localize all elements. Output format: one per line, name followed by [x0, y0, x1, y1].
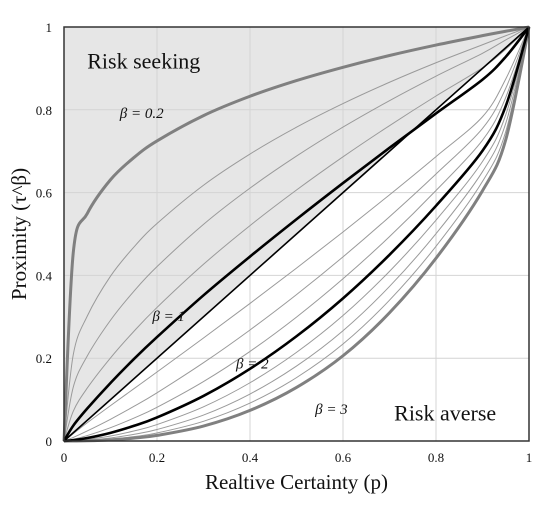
y-tick-labels: 0 0.2 0.4 0.6 0.8 1 [36, 20, 53, 449]
beta-label: β = 0.2 [119, 106, 164, 122]
beta-label: β = 1 [151, 309, 185, 325]
annotations: Risk seeking Risk averse β = 0.2 β = 1 β = 2… [87, 48, 496, 425]
curves [62, 25, 531, 443]
series-line-5 [63, 26, 530, 442]
beta-label: β = 2 [235, 357, 269, 373]
series-line-1 [63, 26, 530, 442]
series-line-2 [63, 26, 530, 442]
y-tick-label: 0 [46, 434, 53, 449]
x-tick-label: 0.2 [149, 450, 165, 465]
x-tick-label: 1 [526, 450, 533, 465]
series-line-7 [63, 26, 530, 442]
series-line-4 [62, 26, 531, 442]
region-label: Risk averse [394, 400, 496, 425]
y-tick-label: 0.2 [36, 351, 52, 366]
y-tick-label: 0.4 [36, 268, 53, 283]
x-tick-labels: 0 0.2 0.4 0.6 0.8 1 [61, 450, 533, 465]
plot-frame [63, 26, 530, 442]
x-axis-label: Realtive Certainty (p) [205, 470, 388, 494]
beta-label: β = 3 [314, 402, 348, 418]
y-tick-label: 0.6 [36, 186, 53, 201]
series-line-6 [63, 26, 530, 442]
series-line-3 [63, 26, 530, 442]
x-tick-label: 0.6 [335, 450, 352, 465]
x-tick-label: 0.8 [428, 450, 444, 465]
diagonal-line [63, 26, 530, 442]
region-label: Risk seeking [87, 48, 200, 73]
y-axis-label: Proximity (τ^β) [7, 168, 31, 300]
y-tick-label: 0.8 [36, 103, 52, 118]
x-tick-label: 0.4 [242, 450, 259, 465]
x-tick-label: 0 [61, 450, 68, 465]
series-line-9 [63, 26, 530, 442]
series-line-0 [62, 25, 530, 442]
series-line-8 [63, 26, 531, 443]
y-tick-label: 1 [46, 20, 53, 35]
